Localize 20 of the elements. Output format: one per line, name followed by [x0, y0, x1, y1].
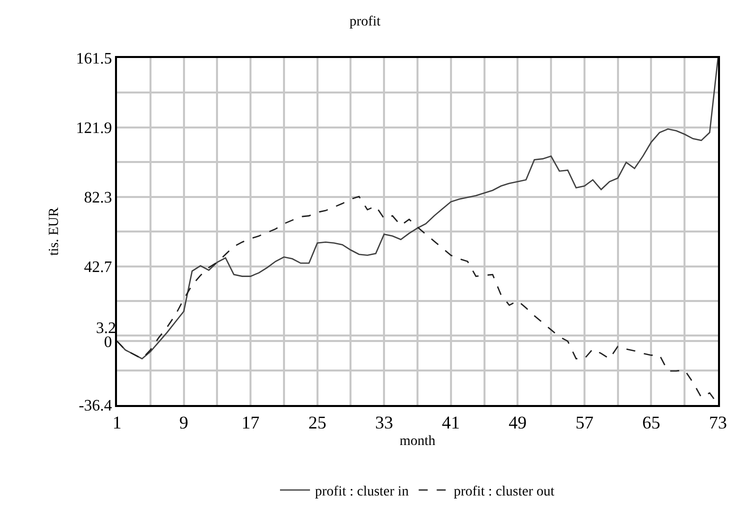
x-tick-label: 9: [179, 412, 188, 432]
x-axis-title: month: [400, 434, 436, 450]
y-tick-label: 121.9: [76, 120, 112, 138]
x-tick-label: 65: [642, 412, 660, 432]
y-tick-label: 82.3: [84, 189, 112, 206]
x-tick-label: 41: [442, 412, 460, 432]
x-tick-label: 25: [308, 412, 326, 432]
y-tick-label: -36.4: [78, 398, 112, 415]
chart-title: profit: [349, 14, 381, 30]
y-tick-label: 161.5: [76, 50, 112, 68]
x-tick-label: 57: [575, 412, 594, 432]
x-tick-label: 49: [508, 412, 527, 432]
y-tick-label: 42.7: [84, 258, 112, 276]
x-tick-label: 73: [709, 412, 727, 432]
legend-label: profit : cluster in: [315, 484, 409, 500]
legend-label: profit : cluster out: [454, 484, 555, 500]
x-tick-label: 1: [112, 412, 122, 432]
x-tick-label: 17: [242, 412, 260, 432]
y-axis-title: tis. EUR: [47, 206, 62, 256]
x-tick-label: 33: [375, 412, 394, 432]
